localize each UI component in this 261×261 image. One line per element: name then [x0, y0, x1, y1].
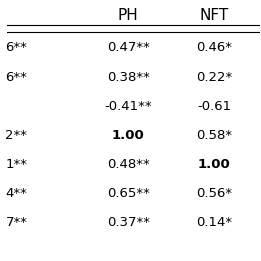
Text: 0.22*: 0.22* — [196, 70, 232, 84]
Text: 0.38**: 0.38** — [107, 70, 150, 84]
Text: 0.65**: 0.65** — [107, 187, 150, 200]
Text: 1.00: 1.00 — [198, 158, 230, 171]
Text: 0.37**: 0.37** — [107, 216, 150, 229]
Text: 6**: 6** — [5, 41, 27, 54]
Text: 0.46*: 0.46* — [196, 41, 232, 54]
Text: -0.61: -0.61 — [197, 100, 231, 113]
Text: 1**: 1** — [5, 158, 27, 171]
Text: 0.48**: 0.48** — [107, 158, 150, 171]
Text: 4**: 4** — [5, 187, 27, 200]
Text: -0.41**: -0.41** — [105, 100, 152, 113]
Text: 1.00: 1.00 — [112, 129, 145, 142]
Text: 2**: 2** — [5, 129, 27, 142]
Text: 7**: 7** — [5, 216, 27, 229]
Text: 0.56*: 0.56* — [196, 187, 232, 200]
Text: 6**: 6** — [5, 70, 27, 84]
Text: 0.47**: 0.47** — [107, 41, 150, 54]
Text: NFT: NFT — [200, 8, 229, 23]
Text: 0.58*: 0.58* — [196, 129, 232, 142]
Text: PH: PH — [118, 8, 139, 23]
Text: 0.14*: 0.14* — [196, 216, 232, 229]
